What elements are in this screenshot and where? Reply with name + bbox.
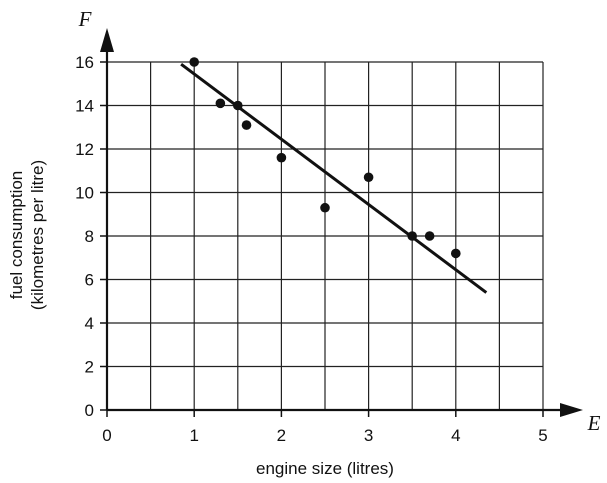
y-axis-arrow [100, 28, 114, 52]
x-tick-label: 0 [102, 426, 111, 445]
y-tick-label: 10 [75, 184, 94, 203]
x-axis-arrow [560, 403, 583, 417]
x-tick-label: 3 [364, 426, 373, 445]
data-point [189, 57, 199, 67]
data-point [215, 98, 226, 109]
data-points [189, 57, 461, 259]
data-point [424, 231, 435, 241]
y-tick-label: 16 [75, 53, 94, 72]
axes [100, 28, 583, 417]
x-axis-label: engine size (litres) [256, 459, 394, 478]
line-of-best-fit [180, 62, 488, 294]
x-tick-labels: 0 1 2 3 4 5 [102, 410, 548, 445]
y-axis-label: fuel consumption (kilometres per litre) [7, 160, 47, 310]
x-tick-label: 2 [277, 426, 286, 445]
x-tick-label: 5 [538, 426, 547, 445]
y-tick-label: 4 [85, 314, 94, 333]
y-tick-label: 14 [75, 97, 94, 116]
grid [106, 61, 544, 411]
y-tick-label: 2 [85, 358, 94, 377]
data-point [233, 100, 243, 111]
y-axis-label-line-2: (kilometres per litre) [28, 160, 47, 310]
y-tick-label: 0 [85, 401, 94, 420]
data-point [407, 231, 418, 241]
data-point [363, 172, 374, 183]
data-point [241, 120, 252, 130]
x-axis-letter: E [587, 411, 601, 435]
y-axis-label-line-1: fuel consumption [7, 171, 26, 300]
data-point [451, 248, 461, 259]
data-point [320, 202, 330, 213]
x-tick-label: 4 [451, 426, 460, 445]
y-tick-label: 6 [85, 271, 94, 290]
y-axis-letter: F [78, 7, 92, 31]
data-point [276, 152, 287, 163]
y-tick-label: 8 [85, 227, 94, 246]
y-tick-labels: 0 2 4 6 8 10 12 14 16 [75, 53, 107, 420]
x-tick-label: 1 [189, 426, 198, 445]
y-tick-label: 12 [75, 140, 94, 159]
line-of-best-fit-group [180, 62, 488, 294]
